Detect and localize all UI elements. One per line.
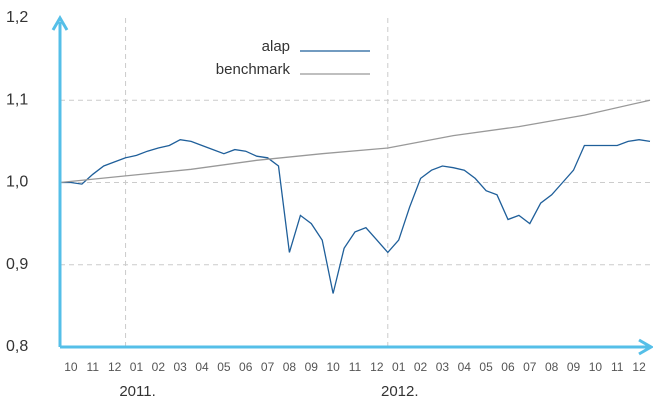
y-tick-label: 0,9 [6, 256, 28, 273]
y-tick-label: 1,0 [6, 174, 28, 191]
x-tick-label: 02 [414, 360, 428, 374]
legend-label: alap [262, 38, 290, 55]
y-tick-label: 1,1 [6, 91, 28, 108]
series-line [60, 139, 651, 294]
x-tick-label: 10 [589, 360, 603, 374]
legend-label: benchmark [216, 61, 291, 78]
x-tick-label: 10 [326, 360, 340, 374]
x-axis-arrow [638, 338, 653, 356]
x-tick-label: 03 [174, 360, 188, 374]
y-tick-label: 0,8 [6, 338, 28, 355]
series-line [59, 99, 651, 184]
x-tick-label: 05 [217, 360, 231, 374]
y-tick-label: 1,2 [6, 9, 28, 26]
x-tick-label: 11 [611, 360, 624, 374]
year-label: 2011. [119, 383, 155, 400]
x-tick-label: 06 [501, 360, 515, 374]
x-tick-label: 06 [239, 360, 253, 374]
x-tick-label: 05 [479, 360, 493, 374]
x-tick-label: 11 [349, 360, 362, 374]
x-tick-label: 04 [195, 360, 209, 374]
x-tick-label: 04 [458, 360, 472, 374]
x-tick-label: 08 [545, 360, 559, 374]
x-tick-label: 12 [632, 360, 646, 374]
x-tick-label: 09 [305, 360, 319, 374]
x-tick-label: 08 [283, 360, 297, 374]
x-tick-label: 02 [152, 360, 166, 374]
x-tick-label: 03 [436, 360, 450, 374]
x-tick-label: 07 [523, 360, 537, 374]
year-label: 2012. [381, 383, 419, 400]
x-tick-label: 07 [261, 360, 275, 374]
x-tick-label: 10 [64, 360, 78, 374]
y-axis-arrow [51, 15, 69, 31]
x-tick-label: 09 [567, 360, 581, 374]
x-tick-label: 12 [108, 360, 122, 374]
x-tick-label: 11 [87, 360, 100, 374]
x-tick-label: 01 [392, 360, 406, 374]
x-tick-label: 12 [370, 360, 384, 374]
x-tick-label: 01 [130, 360, 144, 374]
